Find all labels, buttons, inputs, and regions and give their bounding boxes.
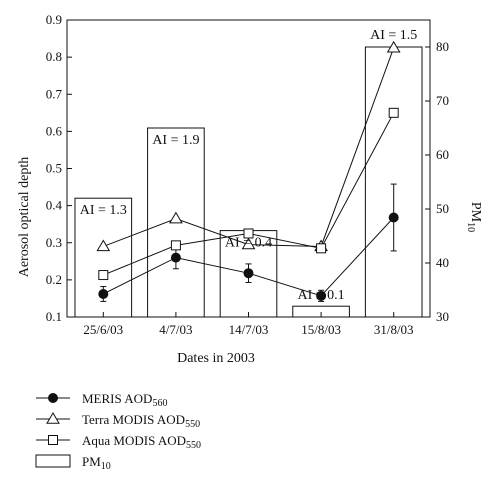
series-point-0-3 bbox=[316, 290, 327, 301]
legend-label-bars: PM10 bbox=[82, 454, 111, 472]
x-tick-label-1: 4/7/03 bbox=[159, 322, 192, 337]
y-tick-label-4: 0.5 bbox=[46, 161, 62, 176]
x-tick-label-3: 15/8/03 bbox=[301, 322, 341, 337]
pm10-bar-4 bbox=[364, 46, 423, 318]
series-2 bbox=[98, 107, 399, 281]
y-tick-label-5: 0.6 bbox=[46, 123, 63, 138]
legend-marker-0 bbox=[48, 393, 58, 403]
legend-marker-2 bbox=[48, 435, 58, 445]
ai-annotation-1: AI = 1.9 bbox=[152, 133, 199, 148]
series-point-0-2 bbox=[243, 268, 254, 279]
x-axis-title: Dates in 2003 bbox=[177, 351, 255, 366]
aod-series bbox=[96, 40, 401, 302]
legend-marker-1 bbox=[46, 412, 60, 424]
y-tick-label-6: 0.7 bbox=[46, 86, 63, 101]
legend-item-bars: PM10 bbox=[35, 454, 111, 472]
series-point-2-1 bbox=[170, 240, 181, 251]
ai-annotation-3: AI = 0.1 bbox=[298, 288, 345, 303]
series-point-0-4 bbox=[388, 212, 399, 223]
ai-annotation-0: AI = 1.3 bbox=[80, 203, 127, 218]
series-point-1-2 bbox=[241, 237, 256, 250]
legend-label-2: Aqua MODIS AOD550 bbox=[82, 433, 201, 451]
series-point-2-0 bbox=[98, 270, 109, 281]
legend-swatch-bars bbox=[35, 454, 71, 468]
series-point-2-3 bbox=[316, 243, 327, 254]
legend-item-2: Aqua MODIS AOD550 bbox=[36, 433, 201, 451]
y2-tick-label-2: 50 bbox=[436, 201, 449, 216]
y-axis-title: Aerosol optical depth bbox=[17, 157, 32, 278]
x-tick-label-4: 31/8/03 bbox=[374, 322, 414, 337]
series-0 bbox=[98, 183, 399, 302]
y-tick-label-1: 0.2 bbox=[46, 272, 62, 287]
annotations: AI = 1.3 AI = 1.9 AI = 0.4 AI = 0.1 AI = 1.5 bbox=[80, 28, 418, 303]
legend-item-0: MERIS AOD560 bbox=[36, 391, 167, 409]
ai-annotation-2: AI = 0.4 bbox=[225, 236, 272, 251]
y2-axis-title: PM10 bbox=[465, 202, 483, 232]
series-point-1-4 bbox=[386, 40, 401, 53]
series-point-0-1 bbox=[170, 252, 181, 263]
y2-tick-label-3: 60 bbox=[436, 147, 449, 162]
legend-label-0: MERIS AOD560 bbox=[82, 391, 167, 409]
y-tick-label-7: 0.8 bbox=[46, 49, 62, 64]
series-point-1-1 bbox=[169, 211, 183, 224]
y2-tick-label-1: 40 bbox=[436, 255, 449, 270]
y-tick-label-8: 0.9 bbox=[46, 12, 62, 27]
axes: 0.1 0.2 0.3 0.4 0.5 0.6 0.7 0.8 0.9 30 40 50 60 70 80 2… bbox=[46, 12, 449, 337]
y-tick-label-0: 0.1 bbox=[46, 309, 62, 324]
x-tick-label-0: 25/6/03 bbox=[83, 322, 123, 337]
series-point-2-4 bbox=[388, 107, 399, 118]
series-1 bbox=[96, 40, 401, 252]
y2-tick-label-4: 70 bbox=[436, 93, 449, 108]
y-tick-label-2: 0.3 bbox=[46, 235, 62, 250]
legend: MERIS AOD560 Terra MODIS AOD550 Aqua MODIS… bbox=[35, 391, 201, 472]
x-tick-label-2: 14/7/03 bbox=[229, 322, 269, 337]
series-point-1-0 bbox=[96, 239, 111, 252]
ai-annotation-4: AI = 1.5 bbox=[370, 28, 417, 43]
series-point-2-2 bbox=[243, 228, 254, 239]
y2-tick-label-0: 30 bbox=[436, 309, 449, 324]
legend-item-1: Terra MODIS AOD550 bbox=[36, 412, 200, 430]
series-point-0-0 bbox=[98, 288, 109, 299]
legend-label-1: Terra MODIS AOD550 bbox=[82, 412, 200, 430]
y-tick-label-3: 0.4 bbox=[46, 198, 63, 213]
series-line-1 bbox=[103, 47, 395, 247]
y2-tick-label-5: 80 bbox=[436, 39, 449, 54]
